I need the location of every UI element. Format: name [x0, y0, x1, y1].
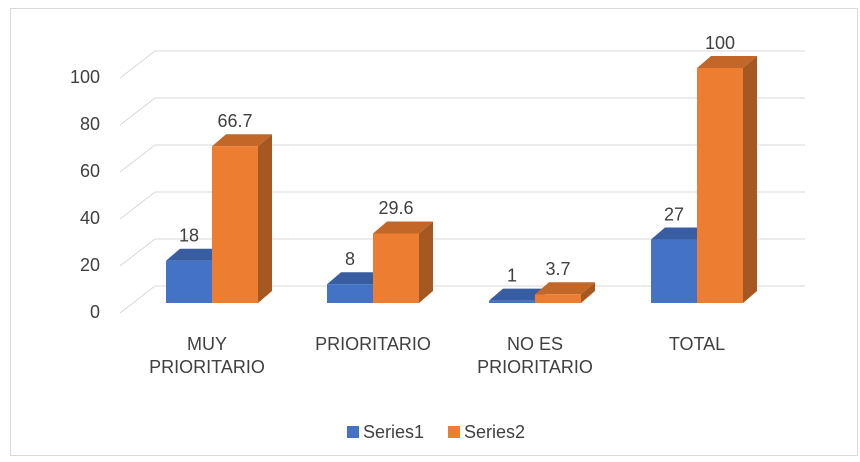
bar-top: [373, 221, 433, 234]
y-tick-label: 20: [80, 255, 100, 275]
data-label: 100: [705, 33, 735, 53]
data-label: 18: [179, 225, 199, 245]
grid-line: [119, 144, 805, 173]
bar: [166, 260, 212, 303]
data-label: 29.6: [378, 198, 413, 218]
grid-line: [119, 97, 805, 126]
legend-swatch: [347, 426, 359, 438]
bar: [327, 284, 373, 303]
data-label: 3.7: [545, 259, 570, 279]
x-tick-label: NO ES PRIORITARIO: [477, 334, 593, 377]
data-label: 1: [507, 265, 517, 285]
bar-top: [651, 227, 711, 240]
legend-label: Series2: [464, 422, 525, 442]
data-label: 8: [345, 249, 355, 269]
grid-line: [119, 50, 805, 79]
x-tick-label: TOTAL: [668, 334, 726, 354]
bar: [535, 294, 581, 303]
x-tick-label: PRIORITARIO: [315, 334, 431, 354]
bar-side: [581, 282, 595, 303]
bar: [651, 239, 697, 303]
data-label: 27: [664, 204, 684, 224]
bar-side: [743, 56, 757, 303]
y-tick-label: 60: [80, 161, 100, 181]
y-tick-label: 80: [80, 114, 100, 134]
bar-top: [535, 282, 595, 295]
bar-top: [166, 248, 226, 261]
bar-side: [258, 134, 272, 303]
x-tick-label: MUY PRIORITARIO: [149, 334, 265, 377]
bar-side: [419, 221, 433, 303]
bar-top: [489, 288, 549, 301]
bar-top: [327, 272, 387, 285]
bar: [212, 146, 258, 303]
y-tick-label: 0: [90, 302, 100, 322]
bar-top: [697, 56, 757, 68]
y-tick-label: 40: [80, 208, 100, 228]
bar: [373, 233, 419, 303]
bar: [697, 68, 743, 303]
bar: [489, 300, 535, 303]
legend-label: Series1: [363, 422, 424, 442]
data-label: 66.7: [217, 111, 252, 131]
grid-line: [119, 191, 805, 220]
y-tick-label: 100: [70, 67, 100, 87]
legend-swatch: [448, 426, 460, 438]
bar-top: [212, 134, 272, 147]
grid-line: [119, 238, 805, 267]
